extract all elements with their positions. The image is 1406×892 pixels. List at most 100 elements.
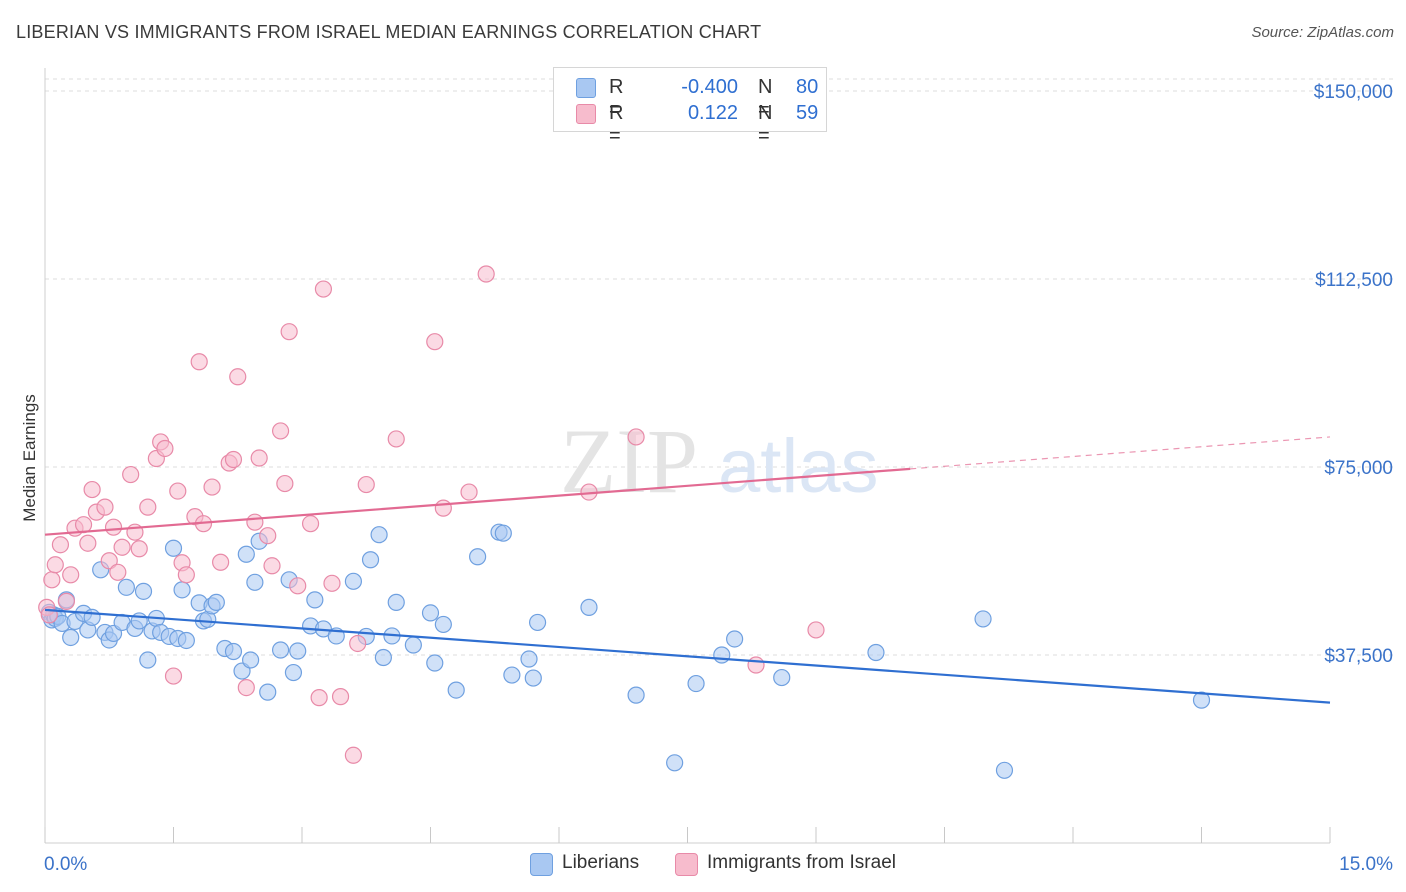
- data-point: [104, 518, 123, 536]
- watermark-zip: ZIP: [560, 410, 698, 512]
- trend-lines: [44, 436, 1331, 704]
- data-point: [974, 610, 992, 628]
- data-point: [259, 527, 277, 545]
- data-point: [1192, 691, 1211, 709]
- data-point: [387, 593, 405, 611]
- data-point: [494, 524, 512, 542]
- data-point: [306, 591, 324, 609]
- data-point: [344, 572, 362, 590]
- data-point: [212, 553, 230, 571]
- data-point: [164, 539, 183, 557]
- data-point: [627, 686, 645, 704]
- data-point: [627, 428, 645, 446]
- data-point: [96, 498, 114, 516]
- data-point: [83, 480, 101, 499]
- data-point: [43, 571, 61, 589]
- legend-n-label: N =: [758, 76, 773, 121]
- data-point: [426, 654, 444, 672]
- data-point: [773, 668, 791, 687]
- legend-swatch-israel: [576, 104, 596, 124]
- data-point: [404, 636, 422, 654]
- data-point: [100, 552, 118, 570]
- watermark: ZIP atlas: [560, 410, 879, 512]
- data-point: [528, 613, 547, 632]
- grid-lines: [45, 78, 1395, 656]
- data-point: [177, 566, 195, 584]
- data-point: [130, 540, 148, 558]
- data-point: [246, 573, 264, 591]
- data-point: [237, 678, 255, 697]
- legend-n-value: 59: [796, 102, 819, 124]
- legend-r-value: 0.122: [687, 102, 738, 124]
- bottom-legend-label-israel: Immigrants from Israel: [707, 852, 896, 873]
- data-point: [687, 674, 705, 693]
- legend-r-label: R =: [609, 76, 624, 121]
- y-axis-label: Median Earnings: [20, 394, 39, 522]
- data-point: [374, 648, 392, 667]
- data-point: [807, 621, 825, 639]
- data-point: [173, 581, 191, 599]
- data-point: [271, 422, 290, 440]
- bottom-legend-label-liberians: Liberians: [562, 852, 640, 873]
- correlation-legend: R = -0.400 N = 80 R = 0.122 N = 59: [553, 67, 827, 147]
- data-point: [289, 577, 307, 595]
- data-point: [109, 563, 127, 581]
- data-point: [271, 641, 290, 659]
- data-point: [713, 646, 731, 664]
- data-point: [447, 681, 465, 699]
- data-point: [156, 439, 174, 458]
- data-point: [57, 592, 76, 610]
- data-point: [203, 478, 221, 496]
- data-point: [460, 483, 478, 501]
- y-tick-label: $37,500: [1324, 646, 1393, 667]
- data-point: [387, 430, 405, 448]
- chart-title: LIBERIAN VS IMMIGRANTS FROM ISRAEL MEDIA…: [16, 22, 762, 42]
- data-point: [139, 651, 157, 669]
- data-point: [122, 465, 140, 484]
- data-point: [323, 574, 341, 592]
- trend-line-solid: [44, 608, 1331, 704]
- data-point: [331, 688, 350, 706]
- series-israel-points: [38, 265, 825, 764]
- legend-r-label: R =: [609, 102, 624, 147]
- data-point: [289, 642, 307, 660]
- tick-labels: $37,500 $75,000 $112,500 $150,000 0.0% 15.0%: [44, 82, 1393, 875]
- axes: [44, 68, 1331, 844]
- data-point: [139, 498, 157, 516]
- data-point: [169, 482, 187, 500]
- data-point: [426, 333, 444, 351]
- data-point: [224, 450, 243, 469]
- bottom-legend-swatch-liberians: [530, 853, 553, 876]
- y-tick-label: $112,500: [1315, 270, 1393, 291]
- watermark-atlas: atlas: [718, 424, 879, 509]
- legend-n-value: 80: [796, 76, 819, 98]
- data-point: [263, 557, 281, 575]
- y-tick-label: $75,000: [1324, 458, 1393, 479]
- data-point: [259, 683, 277, 701]
- data-point: [224, 642, 243, 661]
- data-point: [51, 536, 70, 554]
- trend-line-dashed: [910, 436, 1331, 470]
- trend-line-solid: [44, 467, 911, 536]
- data-point: [726, 630, 744, 648]
- data-point: [867, 643, 885, 662]
- data-point: [349, 634, 367, 653]
- data-point: [237, 545, 255, 563]
- data-point: [357, 475, 375, 494]
- data-point: [747, 656, 765, 674]
- data-point: [242, 651, 260, 669]
- y-tick-label: $150,000: [1314, 82, 1393, 103]
- data-point: [344, 746, 362, 764]
- data-point: [995, 761, 1014, 779]
- x-tick-label-max: 15.0%: [1339, 854, 1393, 875]
- data-point: [117, 578, 135, 596]
- data-point: [666, 754, 684, 772]
- data-point: [310, 689, 328, 707]
- data-point: [207, 593, 225, 611]
- legend-n-label: N =: [758, 102, 773, 147]
- legend-r-value: -0.400: [681, 76, 738, 98]
- data-point: [276, 474, 294, 493]
- data-point: [79, 534, 97, 552]
- data-point: [229, 368, 247, 386]
